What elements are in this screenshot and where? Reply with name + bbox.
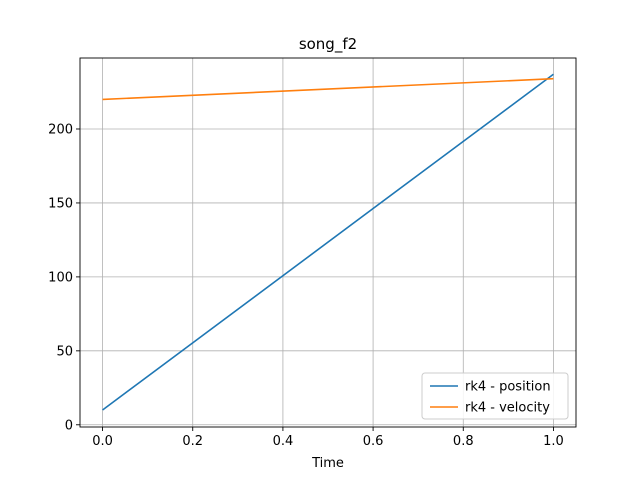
chart-title: song_f2 (299, 35, 357, 54)
y-tick-label-4: 200 (48, 122, 73, 137)
legend-label-0: rk4 - position (465, 380, 551, 395)
legend-box (421, 372, 569, 420)
legend-label-1: rk4 - velocity (465, 401, 550, 416)
series-line-1 (102, 77, 554, 101)
x-tick-label-2: 0.4 (273, 434, 294, 449)
x-tick-label-3: 0.6 (363, 434, 384, 449)
axes-frame (79, 57, 577, 428)
y-tick-label-3: 150 (48, 196, 73, 211)
x-axis-label: Time (311, 456, 344, 471)
series-line-0 (102, 73, 554, 411)
y-tick-label-0: 0 (65, 418, 73, 433)
plot-area: 0.0 0.2 0.4 0.6 0.8 1.0 0 50 100 150 200 rk4 - posi… (48, 57, 577, 449)
x-tick-label-4: 0.8 (453, 434, 474, 449)
x-tick-label-1: 0.2 (182, 434, 203, 449)
y-tick-label-2: 100 (48, 270, 73, 285)
y-tick-label-1: 50 (56, 344, 73, 359)
x-tick-label-0: 0.0 (92, 434, 113, 449)
x-tick-label-5: 1.0 (543, 434, 564, 449)
